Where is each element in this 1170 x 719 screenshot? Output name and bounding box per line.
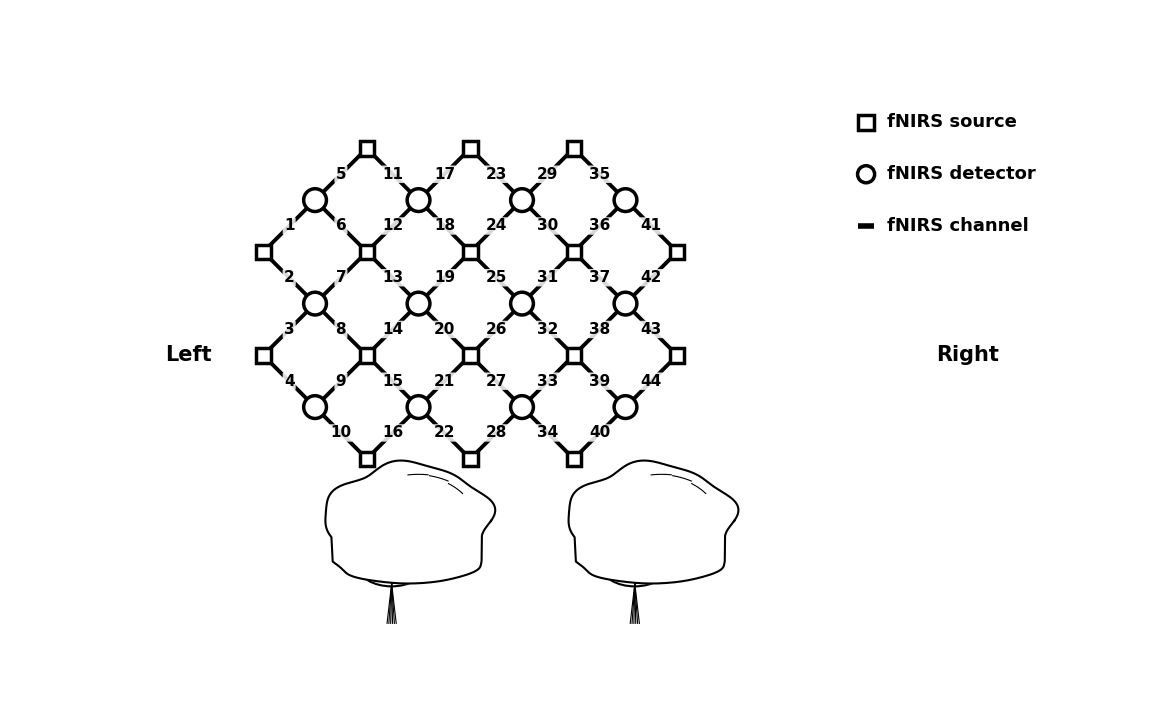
FancyBboxPatch shape bbox=[463, 348, 477, 362]
FancyBboxPatch shape bbox=[566, 348, 581, 362]
FancyBboxPatch shape bbox=[359, 348, 374, 362]
Circle shape bbox=[304, 395, 326, 418]
Circle shape bbox=[614, 188, 636, 211]
Circle shape bbox=[304, 188, 326, 211]
Circle shape bbox=[510, 188, 534, 211]
Polygon shape bbox=[569, 461, 738, 584]
Text: 14: 14 bbox=[383, 322, 404, 337]
Circle shape bbox=[304, 292, 326, 315]
Text: 34: 34 bbox=[537, 426, 558, 441]
Text: 3: 3 bbox=[284, 322, 295, 337]
FancyBboxPatch shape bbox=[566, 244, 581, 259]
Text: 17: 17 bbox=[434, 167, 455, 182]
Circle shape bbox=[407, 292, 429, 315]
FancyBboxPatch shape bbox=[859, 115, 874, 130]
Circle shape bbox=[614, 292, 636, 315]
Text: 44: 44 bbox=[641, 374, 662, 389]
FancyBboxPatch shape bbox=[463, 141, 477, 155]
Text: 33: 33 bbox=[537, 374, 558, 389]
Text: 20: 20 bbox=[434, 322, 455, 337]
Text: 39: 39 bbox=[589, 374, 611, 389]
FancyBboxPatch shape bbox=[670, 348, 684, 362]
Text: 36: 36 bbox=[589, 219, 611, 234]
FancyBboxPatch shape bbox=[359, 244, 374, 259]
FancyBboxPatch shape bbox=[670, 244, 684, 259]
Text: 31: 31 bbox=[537, 270, 558, 285]
Text: 9: 9 bbox=[336, 374, 346, 389]
Text: 37: 37 bbox=[589, 270, 611, 285]
Text: 15: 15 bbox=[383, 374, 404, 389]
Circle shape bbox=[407, 188, 429, 211]
Text: 29: 29 bbox=[537, 167, 558, 182]
FancyBboxPatch shape bbox=[256, 348, 270, 362]
Ellipse shape bbox=[601, 546, 668, 587]
Text: 28: 28 bbox=[486, 426, 507, 441]
Text: fNIRS source: fNIRS source bbox=[887, 114, 1017, 132]
Text: 4: 4 bbox=[284, 374, 295, 389]
Circle shape bbox=[510, 292, 534, 315]
FancyBboxPatch shape bbox=[566, 141, 581, 155]
Text: 23: 23 bbox=[486, 167, 507, 182]
Text: 10: 10 bbox=[330, 426, 351, 441]
Text: 41: 41 bbox=[641, 219, 662, 234]
Text: 32: 32 bbox=[537, 322, 558, 337]
Text: 1: 1 bbox=[284, 219, 295, 234]
Text: 12: 12 bbox=[383, 219, 404, 234]
FancyBboxPatch shape bbox=[463, 244, 477, 259]
Text: 30: 30 bbox=[537, 219, 558, 234]
Text: 38: 38 bbox=[589, 322, 611, 337]
Circle shape bbox=[614, 395, 636, 418]
Text: 19: 19 bbox=[434, 270, 455, 285]
Text: 22: 22 bbox=[434, 426, 455, 441]
Circle shape bbox=[858, 165, 875, 183]
Text: 35: 35 bbox=[589, 167, 611, 182]
Text: 43: 43 bbox=[641, 322, 662, 337]
Circle shape bbox=[407, 395, 429, 418]
Text: 11: 11 bbox=[383, 167, 404, 182]
FancyBboxPatch shape bbox=[359, 452, 374, 466]
Text: 21: 21 bbox=[434, 374, 455, 389]
Text: 16: 16 bbox=[383, 426, 404, 441]
Text: fNIRS channel: fNIRS channel bbox=[887, 217, 1028, 235]
Text: 8: 8 bbox=[336, 322, 346, 337]
Text: 13: 13 bbox=[383, 270, 404, 285]
Text: 18: 18 bbox=[434, 219, 455, 234]
Text: 24: 24 bbox=[486, 219, 507, 234]
Text: Left: Left bbox=[165, 345, 212, 365]
Text: 26: 26 bbox=[486, 322, 507, 337]
FancyBboxPatch shape bbox=[359, 141, 374, 155]
Text: 25: 25 bbox=[486, 270, 507, 285]
Text: 5: 5 bbox=[336, 167, 346, 182]
Text: fNIRS detector: fNIRS detector bbox=[887, 165, 1035, 183]
Ellipse shape bbox=[358, 546, 425, 587]
Text: 42: 42 bbox=[641, 270, 662, 285]
Text: 6: 6 bbox=[336, 219, 346, 234]
FancyBboxPatch shape bbox=[463, 452, 477, 466]
FancyBboxPatch shape bbox=[256, 244, 270, 259]
Text: 2: 2 bbox=[284, 270, 295, 285]
Polygon shape bbox=[325, 461, 495, 584]
FancyBboxPatch shape bbox=[566, 452, 581, 466]
Text: 27: 27 bbox=[486, 374, 507, 389]
Circle shape bbox=[510, 395, 534, 418]
Text: 40: 40 bbox=[589, 426, 611, 441]
Text: Right: Right bbox=[936, 345, 999, 365]
Text: 7: 7 bbox=[336, 270, 346, 285]
